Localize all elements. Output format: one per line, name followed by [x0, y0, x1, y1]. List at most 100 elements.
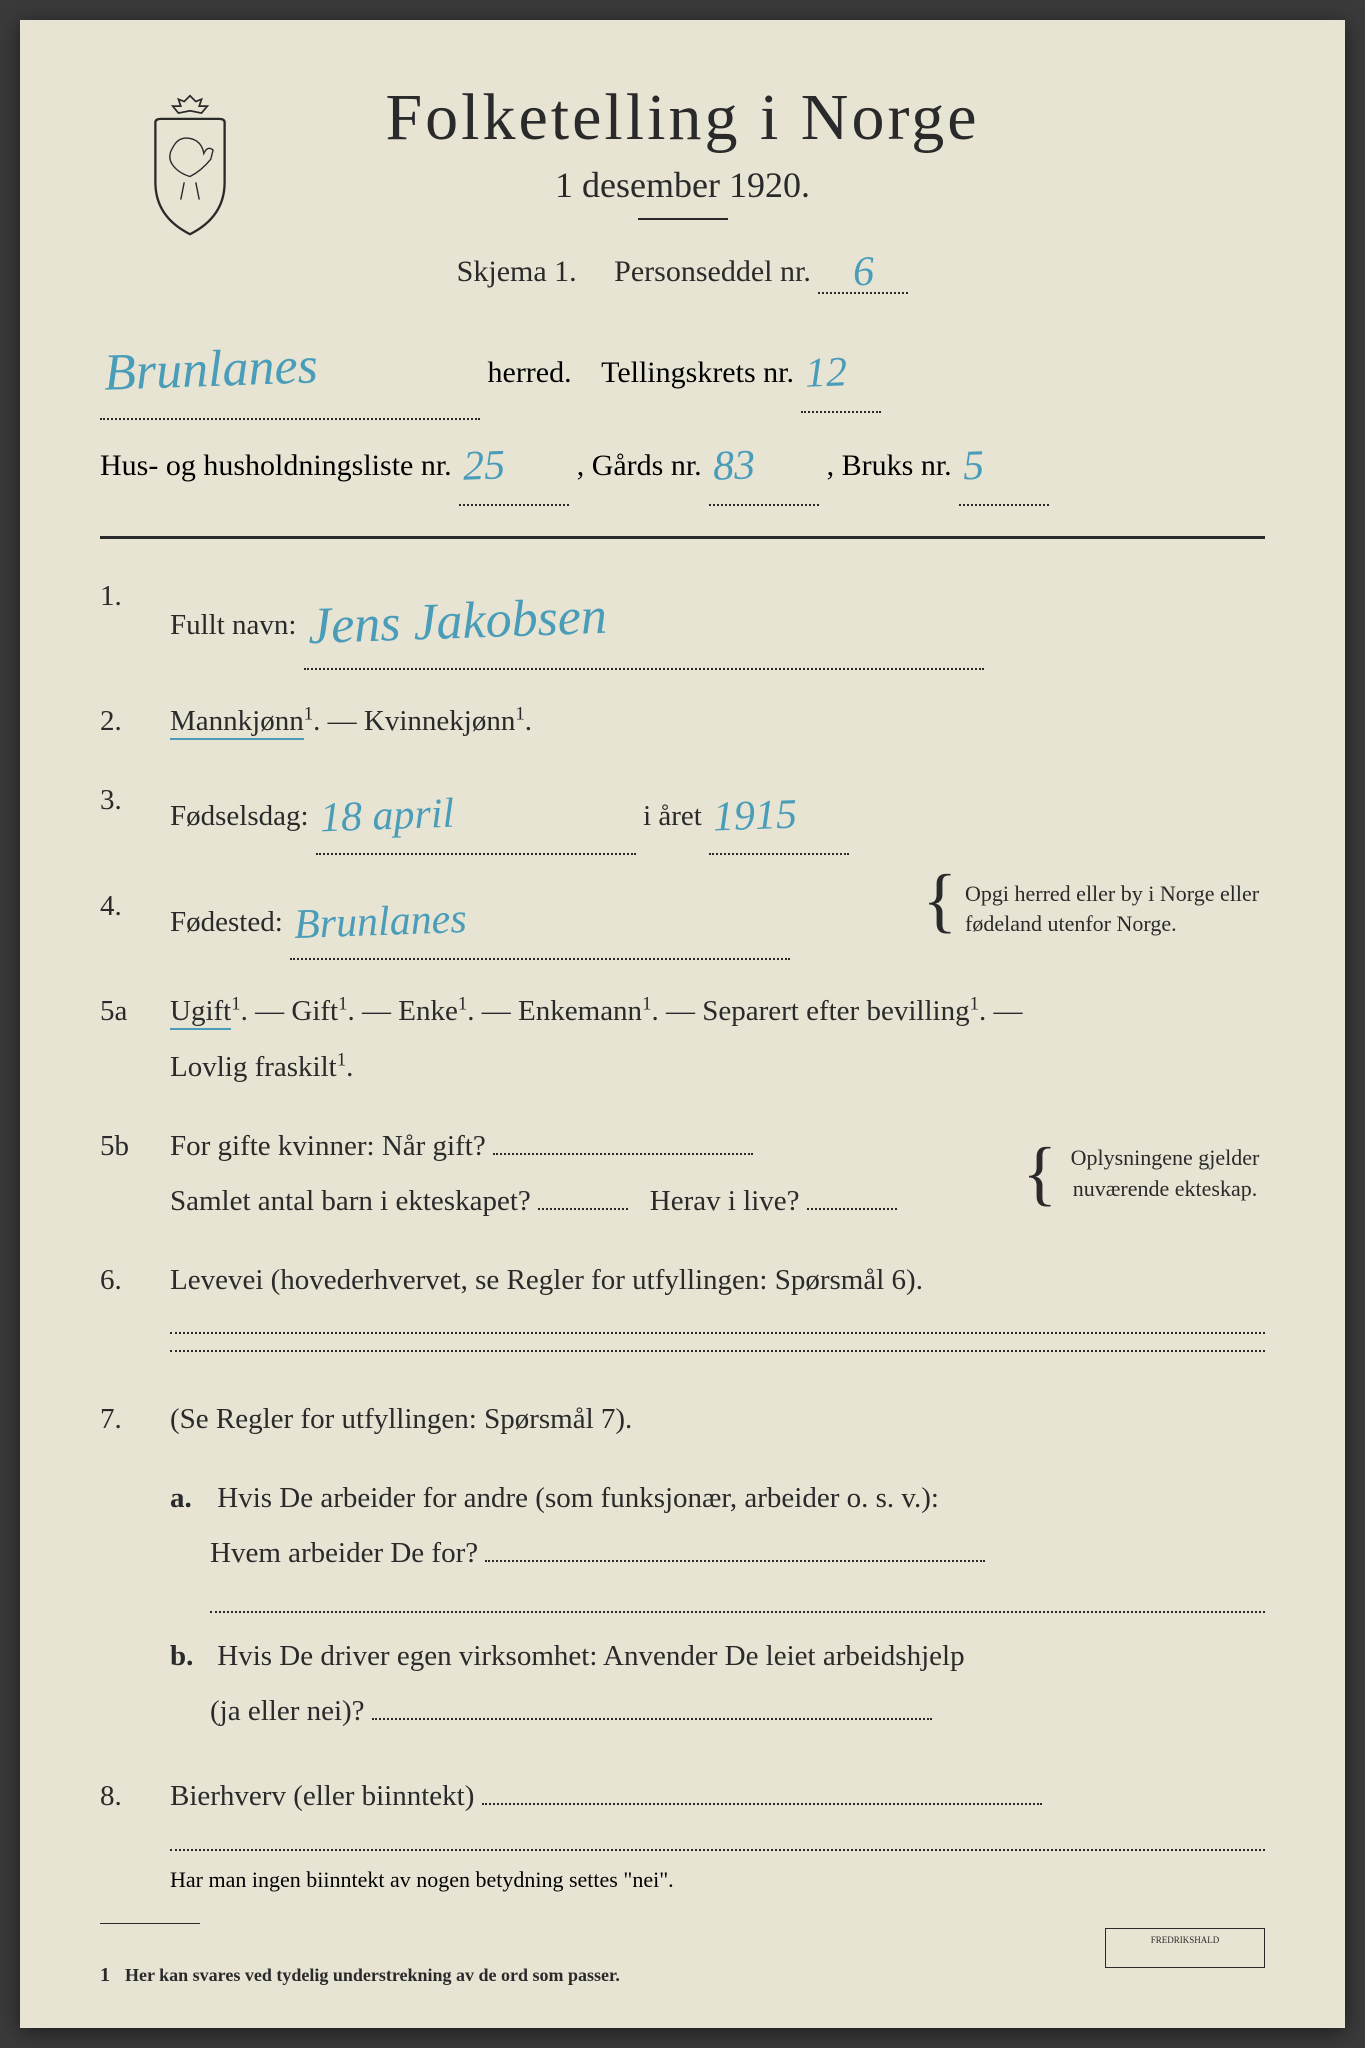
gards-value: 83 — [712, 423, 757, 508]
skjema-line: Skjema 1. Personseddel nr. 6 — [100, 244, 1265, 294]
q6-number: 6. — [100, 1253, 170, 1308]
question-3: 3. Fødselsdag: 18 april i året 1915 — [100, 773, 1265, 855]
q8-line — [170, 1849, 1265, 1851]
herred-label: herred. — [488, 356, 572, 389]
q6-label: Levevei (hovederhvervet, se Regler for u… — [170, 1264, 923, 1296]
brace-icon: { — [922, 879, 957, 922]
footnote-text: Her kan svares ved tydelig understreknin… — [125, 1965, 620, 1985]
q5a-opt0: Ugift — [170, 995, 231, 1030]
q5b-note: Oplysningene gjelder nuværende ekteskap. — [1065, 1143, 1265, 1205]
q5b-number: 5b — [100, 1119, 170, 1174]
q3-label: Fødselsdag: — [170, 800, 309, 832]
q3-year-value: 1915 — [712, 775, 799, 858]
personseddel-label: Personseddel nr. — [614, 255, 811, 288]
tellingskrets-value: 12 — [804, 330, 849, 415]
q2-opt1: Mannkjønn — [170, 705, 304, 740]
q3-day-field: 18 april — [316, 773, 636, 855]
q7b-letter: b. — [170, 1629, 210, 1684]
question-7b: b. Hvis De driver egen virksomhet: Anven… — [170, 1629, 1265, 1739]
q5a-number: 5a — [100, 984, 170, 1039]
hus-field: 25 — [459, 420, 569, 506]
q5b-label2: Samlet antal barn i ekteskapet? — [170, 1185, 531, 1217]
q8-number: 8. — [100, 1769, 170, 1824]
footnote-divider — [100, 1923, 200, 1925]
header-divider — [100, 536, 1265, 539]
q5b-field2 — [538, 1208, 628, 1210]
q5a-opt3: Enkemann — [518, 995, 642, 1027]
question-8: 8. Bierhverv (eller biinntekt) — [100, 1769, 1265, 1824]
question-1: 1. Fullt navn: Jens Jakobsen — [100, 569, 1265, 670]
q2-number: 2. — [100, 694, 170, 749]
q7a-line — [210, 1611, 1265, 1613]
q1-number: 1. — [100, 569, 170, 624]
header-info-block: Brunlanes herred. Tellingskrets nr. 12 H… — [100, 314, 1265, 506]
question-2: 2. Mannkjønn1. — Kvinnekjønn1. — [100, 694, 1265, 749]
q1-value: Jens Jakobsen — [306, 568, 608, 677]
title-divider — [638, 218, 728, 220]
questions-block: 1. Fullt navn: Jens Jakobsen 2. Mannkjøn… — [100, 569, 1265, 1987]
q1-field: Jens Jakobsen — [304, 569, 984, 670]
footnote: 1 Her kan svares ved tydelig understrekn… — [100, 1964, 1265, 1987]
tellingskrets-label: Tellingskrets nr. — [601, 356, 794, 389]
q4-field: Brunlanes — [290, 879, 790, 961]
page-subtitle: 1 desember 1920. — [100, 164, 1265, 206]
q8-label: Bierhverv (eller biinntekt) — [170, 1780, 474, 1812]
q5a-opt5: Lovlig fraskilt — [170, 1051, 337, 1083]
q7b-text1: Hvis De driver egen virksomhet: Anvender… — [217, 1640, 964, 1672]
brace-icon-2: { — [1022, 1152, 1057, 1195]
document-header: Folketelling i Norge 1 desember 1920. Sk… — [100, 80, 1265, 506]
herred-field: Brunlanes — [100, 314, 480, 420]
q7-label: (Se Regler for utfyllingen: Spørsmål 7). — [170, 1403, 632, 1435]
skjema-label: Skjema 1. — [457, 255, 577, 288]
q3-year-label: i året — [643, 800, 702, 832]
q4-value: Brunlanes — [293, 880, 468, 966]
bruks-field: 5 — [959, 420, 1049, 506]
q5b-field1 — [493, 1153, 753, 1155]
q5a-opt4: Separert efter bevilling — [702, 995, 969, 1027]
bruks-label: , Bruks nr. — [827, 449, 952, 482]
q6-line1 — [170, 1332, 1265, 1334]
stamp-text: FREDRIKSHALD — [1151, 1935, 1220, 1945]
q7b-field — [372, 1718, 932, 1720]
q6-line2 — [170, 1350, 1265, 1352]
page-title: Folketelling i Norge — [100, 80, 1265, 156]
q5b-label3: Herav i live? — [650, 1185, 800, 1217]
question-5a: 5a Ugift1. — Gift1. — Enke1. — Enkemann1… — [100, 984, 1265, 1094]
q8-field — [482, 1803, 1042, 1805]
q5b-field3 — [807, 1208, 897, 1210]
bruks-value: 5 — [962, 424, 986, 509]
q4-note: Opgi herred eller by i Norge eller fødel… — [965, 879, 1265, 941]
census-document: Folketelling i Norge 1 desember 1920. Sk… — [20, 20, 1345, 2028]
q1-label: Fullt navn: — [170, 609, 296, 641]
biinntekt-note: Har man ingen biinntekt av nogen betydni… — [170, 1867, 1265, 1893]
q7a-text2: Hvem arbeider De for? — [210, 1537, 478, 1569]
personseddel-field: 6 — [818, 244, 908, 294]
question-5b: 5b For gifte kvinner: Når gift? Samlet a… — [100, 1119, 1265, 1229]
q7-number: 7. — [100, 1392, 170, 1447]
gards-label: , Gårds nr. — [577, 449, 702, 482]
q4-label: Fødested: — [170, 906, 283, 938]
q5a-opt1: Gift — [291, 995, 338, 1027]
q7b-text2: (ja eller nei)? — [210, 1695, 365, 1727]
printer-stamp: FREDRIKSHALD — [1105, 1928, 1265, 1968]
q7a-field — [485, 1560, 985, 1562]
personseddel-value: 6 — [852, 248, 875, 297]
q5b-label1: For gifte kvinner: Når gift? — [170, 1130, 486, 1162]
q4-number: 4. — [100, 879, 170, 934]
question-7: 7. (Se Regler for utfyllingen: Spørsmål … — [100, 1392, 1265, 1447]
footnote-marker: 1 — [100, 1964, 110, 1986]
hus-value: 25 — [462, 423, 507, 508]
question-7a: a. Hvis De arbeider for andre (som funks… — [170, 1471, 1265, 1581]
question-4: 4. Fødested: Brunlanes { Opgi herred ell… — [100, 879, 1265, 961]
q7a-text1: Hvis De arbeider for andre (som funksjon… — [217, 1482, 939, 1514]
tellingskrets-field: 12 — [801, 327, 881, 413]
q3-day-value: 18 april — [318, 775, 455, 859]
question-6: 6. Levevei (hovederhvervet, se Regler fo… — [100, 1253, 1265, 1308]
q5a-opt2: Enke — [398, 995, 458, 1027]
q7a-letter: a. — [170, 1471, 210, 1526]
hus-label: Hus- og husholdningsliste nr. — [100, 449, 452, 482]
herred-value: Brunlanes — [102, 314, 319, 425]
q3-year-field: 1915 — [709, 773, 849, 855]
q2-opt2: Kvinnekjønn — [364, 705, 515, 737]
coat-of-arms-icon — [130, 90, 250, 240]
